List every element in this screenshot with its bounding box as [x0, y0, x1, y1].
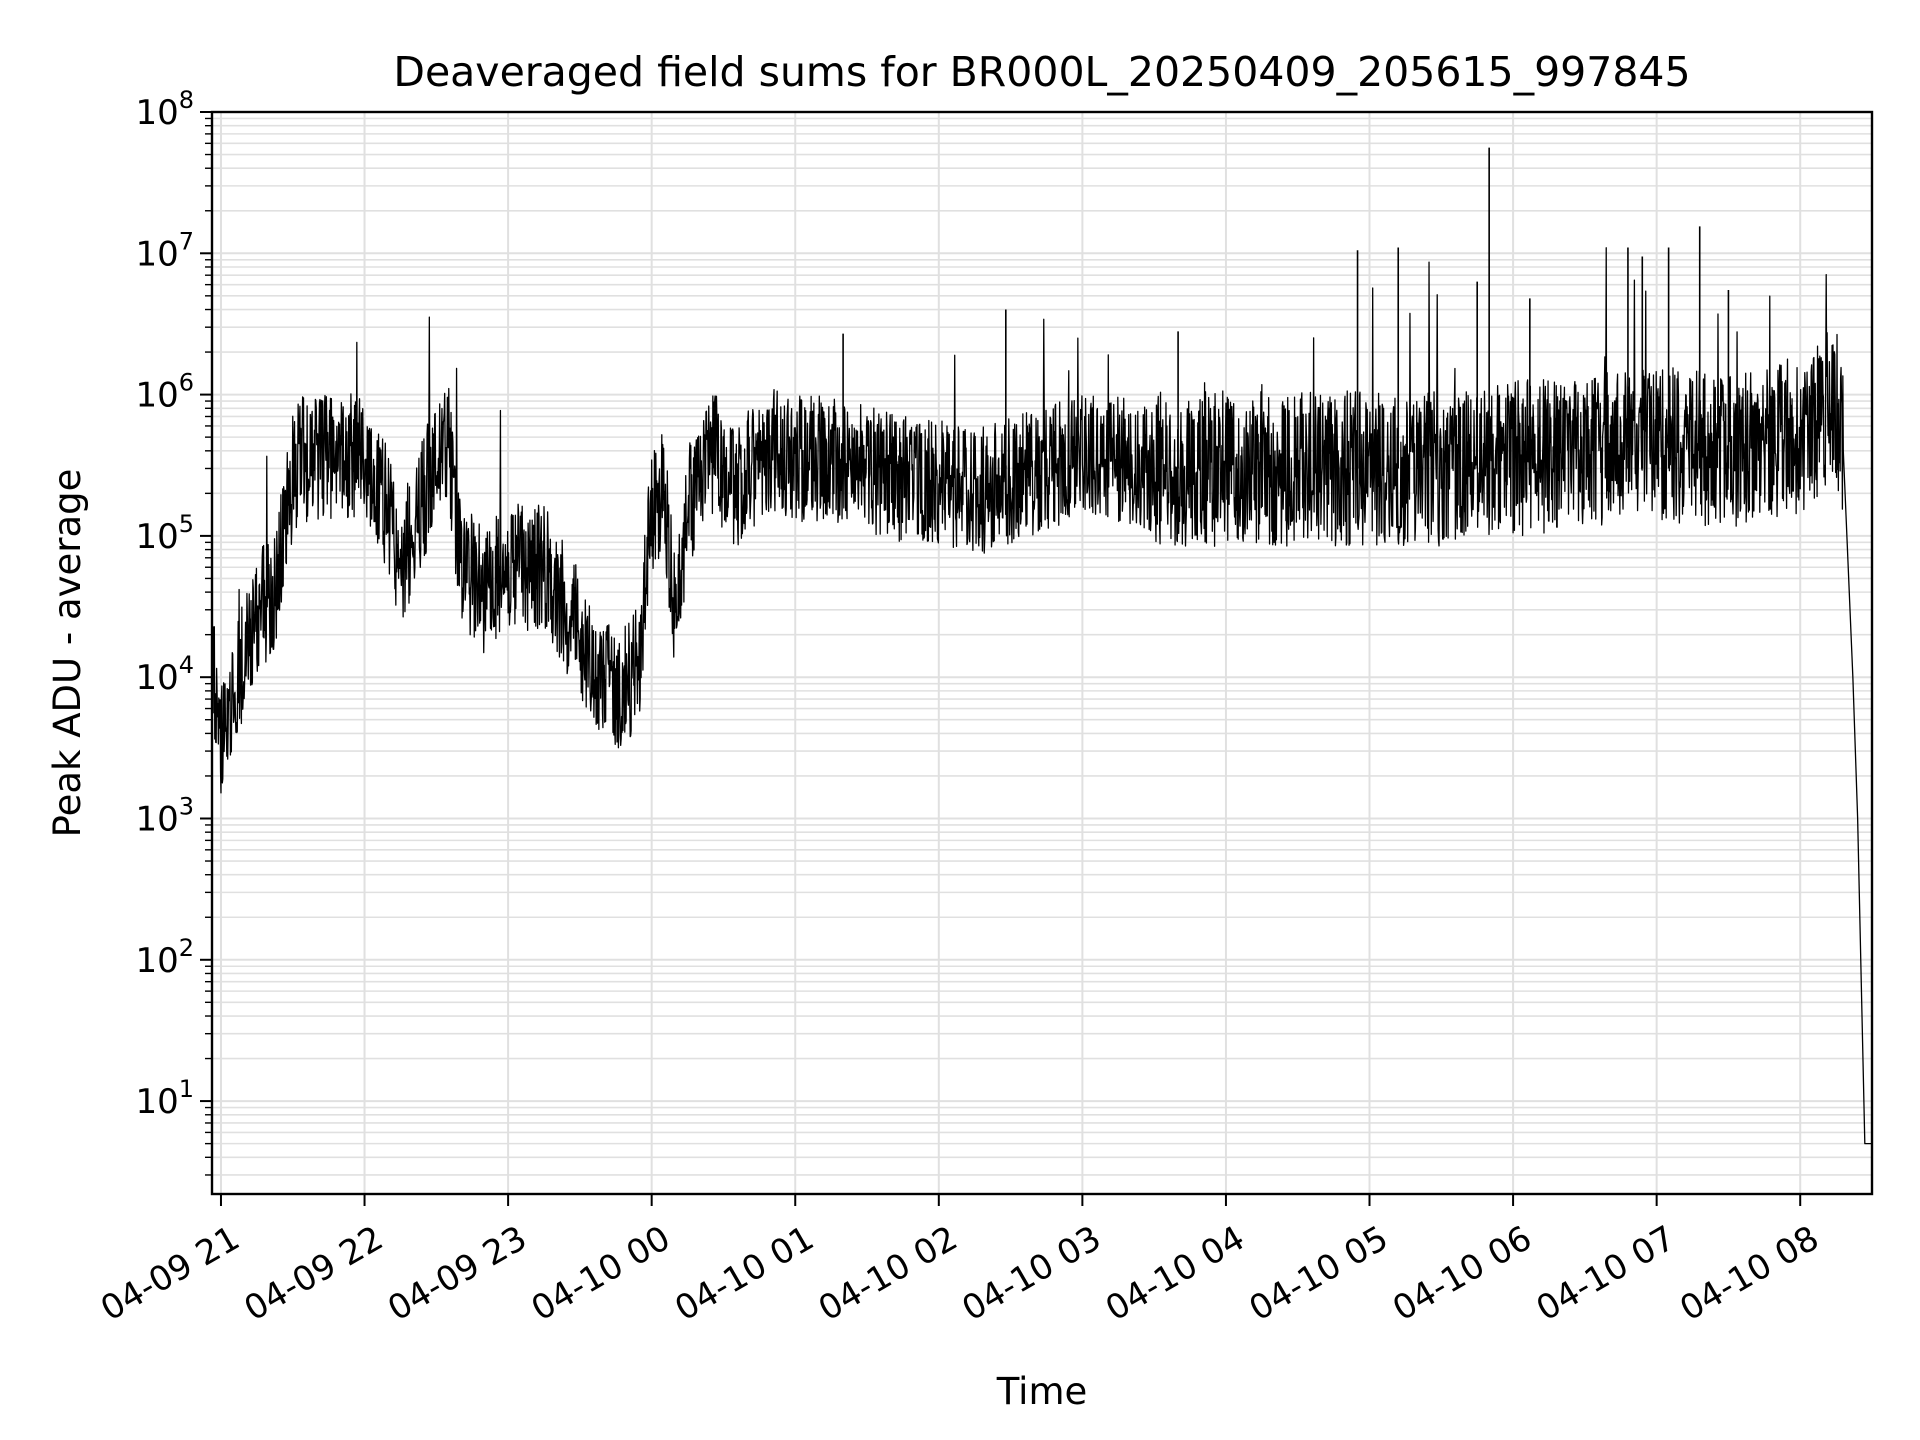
chart-title: Deaveraged field sums for BR000L_2025040…: [393, 48, 1690, 96]
y-tick-label: 105: [135, 510, 194, 557]
y-axis-label: Peak ADU - average: [46, 469, 89, 838]
y-tick-label: 103: [135, 792, 194, 839]
y-tick-label: 106: [135, 369, 194, 416]
series-line: [212, 247, 1872, 1145]
y-tick-label: 102: [135, 934, 194, 981]
series-layer: [212, 147, 1872, 1145]
plot-area: [212, 147, 1872, 1145]
y-tick-label: 104: [135, 651, 194, 698]
plot-frame: [210, 110, 1874, 1196]
x-axis-label: Time: [996, 1370, 1088, 1413]
y-tick-label: 101: [135, 1075, 194, 1122]
y-tick-label: 108: [135, 86, 194, 133]
y-tick-label: 107: [135, 227, 194, 274]
grid-layer: [212, 111, 1872, 1194]
